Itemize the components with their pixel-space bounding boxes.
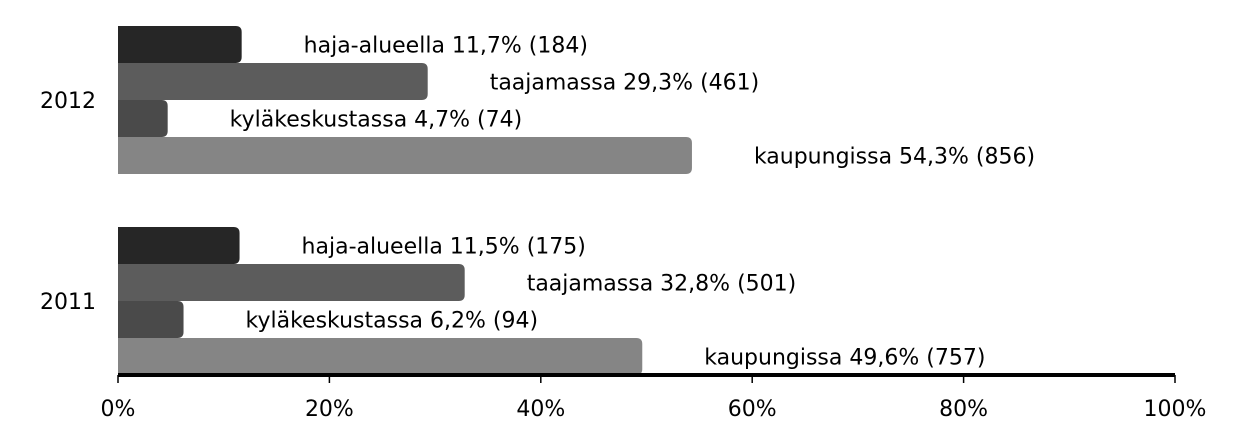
data-label: kaupungissa 54,3% (856) xyxy=(754,145,1035,170)
bar xyxy=(118,100,168,137)
data-label: taajamassa 29,3% (461) xyxy=(490,71,760,96)
data-label: kyläkeskustassa 4,7% (74) xyxy=(230,108,523,133)
y-tick-label: 2011 xyxy=(40,290,96,315)
bar xyxy=(118,301,184,338)
x-tick-label: 80% xyxy=(939,397,988,422)
data-label: haja-alueella 11,7% (184) xyxy=(304,34,588,59)
bar xyxy=(118,63,428,100)
data-label: taajamassa 32,8% (501) xyxy=(527,272,797,297)
x-tick-label: 60% xyxy=(728,397,777,422)
data-label: kaupungissa 49,6% (757) xyxy=(704,346,985,371)
x-tick-label: 100% xyxy=(1144,397,1207,422)
data-label: kyläkeskustassa 6,2% (94) xyxy=(246,309,539,334)
bar xyxy=(118,338,643,375)
x-tick-label: 20% xyxy=(305,397,354,422)
data-label: haja-alueella 11,5% (175) xyxy=(302,235,586,260)
x-tick-label: 0% xyxy=(101,397,136,422)
bar xyxy=(118,137,692,174)
bar xyxy=(118,26,242,63)
y-tick-label: 2012 xyxy=(40,89,96,114)
x-tick-label: 40% xyxy=(516,397,565,422)
bar xyxy=(118,264,465,301)
bar xyxy=(118,227,240,264)
